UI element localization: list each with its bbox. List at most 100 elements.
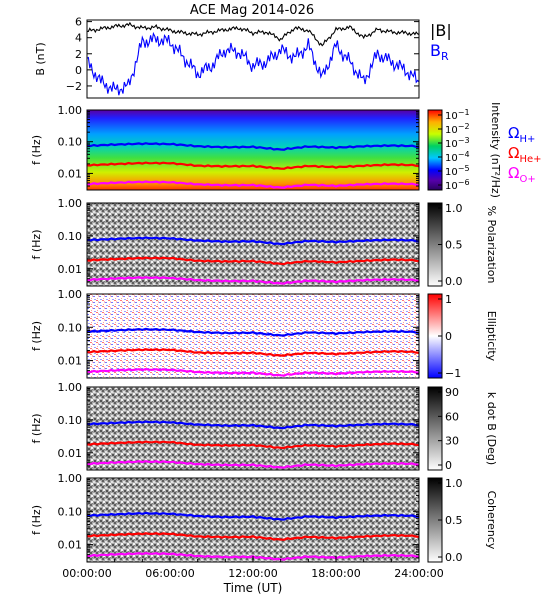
panel-power: 1.00 0.10 0.01 f (Hz) 10−110−210−310−410−510…	[30, 102, 502, 198]
ellipticity-ytick-label: 1.00	[58, 288, 83, 301]
xtick-label: 18:00:00	[311, 567, 360, 580]
power-colorbar	[427, 109, 443, 191]
power-colorbar-label: Intensity (nT²/Hz)	[489, 102, 502, 198]
legend-gyro-h-plus: ΩH+	[508, 124, 535, 145]
kdotb-colorbar-label: k dot B (Deg)	[485, 392, 498, 465]
kdotb-spectrogram-wash	[87, 387, 419, 470]
kdotb-gyro-o-plus-line	[86, 460, 420, 469]
power-colorbar-tick-label: 10−2	[445, 122, 470, 136]
xtick-label: 06:00:00	[145, 567, 194, 580]
kdotb-ytick-label: 0.01	[58, 447, 83, 460]
kdotb-ylabel: f (Hz)	[30, 414, 43, 444]
ellipticity-gyro-he-plus-line	[86, 348, 420, 357]
polarization-spectrogram-wash	[87, 203, 419, 286]
ellipticity-ytick-label: 0.01	[58, 355, 83, 368]
coherency-spectrogram-wash	[87, 478, 419, 562]
field-ylabel: B (nT)	[34, 42, 47, 75]
coherency-colorbar-tick-label: 1.0	[445, 477, 463, 490]
polarization-colorbar-tick-label: 1.0	[445, 202, 463, 215]
power-colorbar-tick-label: 10−1	[445, 108, 470, 122]
kdotb-axes-frame	[86, 386, 420, 471]
ellipticity-colorbar-label: Ellipticity	[485, 311, 498, 362]
field-ytick-label: −2	[66, 80, 82, 93]
polarization-colorbar-label: % Polarization	[485, 206, 498, 284]
legend-gyro-o-plus: ΩO+	[508, 164, 536, 185]
polarization-axes-frame	[86, 202, 420, 287]
legend-radial-field: BR	[430, 41, 449, 63]
polarization-gyro-o-plus-line	[86, 276, 420, 285]
field-axes-frame	[86, 19, 420, 99]
panel-coherency: 1.00 0.10 0.01 f (Hz) 1.0 0.5 0.0 Coherency	[30, 472, 498, 564]
power-axes-frame	[86, 109, 420, 191]
coherency-ylabel: f (Hz)	[30, 505, 43, 535]
ellipticity-colorbar-tick-label: 1	[445, 293, 452, 306]
field-ytick-label: 0	[75, 64, 82, 77]
polarization-ytick-label: 0.10	[58, 230, 83, 243]
xtick-label: 12:00:00	[228, 567, 277, 580]
coherency-gyro-h-plus-line	[86, 511, 420, 521]
power-colorbar-tick-label: 10−6	[445, 178, 470, 192]
panel-polarization: 1.00 0.10 0.01 f (Hz) 1.0 0.5 0.0 % Polarizatio…	[30, 197, 498, 288]
power-ytick-label: 0.01	[58, 167, 83, 180]
series-total-field-line	[86, 21, 420, 47]
power-ytick-label: 0.10	[58, 136, 83, 149]
field-ytick-label: 6	[75, 16, 82, 29]
panel-kdotb: 1.00 0.10 0.01 f (Hz) 90 60 30 0 k dot B (Deg)	[30, 381, 498, 472]
polarization-gyro-h-plus-line	[86, 236, 420, 246]
coherency-spectrogram	[87, 478, 419, 562]
coherency-colorbar-tick-label: 0.5	[445, 514, 463, 527]
kdotb-spectrogram	[87, 387, 419, 470]
ellipticity-axes-frame	[86, 293, 420, 379]
coherency-colorbar-tick-label: 0.0	[445, 551, 463, 564]
ellipticity-colorbar-tick-label: −1	[445, 367, 461, 380]
coherency-ytick-label: 0.01	[58, 539, 83, 552]
polarization-colorbar-tick-label: 0.0	[445, 275, 463, 288]
xtick-label: 24:00:00	[394, 567, 443, 580]
panel-field: 6 4 2 0 −2 B (nT) |B|BR	[34, 16, 452, 99]
ellipticity-colorbar-tick-label: 0	[445, 330, 452, 343]
ellipticity-spectrogram-wash	[87, 294, 419, 378]
power-colorbar-tick-label: 10−3	[445, 136, 470, 150]
coherency-gyro-he-plus-line	[86, 532, 420, 541]
coherency-colorbar-label: Coherency	[485, 491, 498, 550]
kdotb-colorbar-tick-label: 90	[445, 386, 459, 399]
power-spectrogram	[87, 110, 419, 190]
power-gyro-he-plus-line	[86, 161, 420, 170]
power-ytick-label: 1.00	[58, 104, 83, 117]
ellipticity-spectrogram	[87, 294, 419, 378]
field-ytick-label: 4	[75, 32, 82, 45]
polarization-ytick-label: 0.01	[58, 263, 83, 276]
coherency-ytick-label: 1.00	[58, 472, 83, 485]
ellipticity-gyro-h-plus-line	[86, 327, 420, 337]
power-gyro-h-plus-line	[86, 142, 420, 151]
polarization-ylabel: f (Hz)	[30, 230, 43, 260]
polarization-gyro-he-plus-line	[86, 256, 420, 266]
polarization-colorbar-tick-label: 0.5	[445, 239, 463, 252]
power-gyro-o-plus-line	[86, 180, 420, 189]
power-colorbar-tick-label: 10−4	[445, 150, 470, 164]
coherency-ytick-label: 0.10	[58, 505, 83, 518]
kdotb-colorbar-tick-label: 0	[445, 459, 452, 472]
ellipticity-ylabel: f (Hz)	[30, 321, 43, 351]
kdotb-colorbar-tick-label: 60	[445, 410, 459, 423]
kdotb-ytick-label: 1.00	[58, 381, 83, 394]
ellipticity-gyro-o-plus-line	[86, 367, 420, 377]
chart-title: ACE Mag 2014-026	[190, 3, 314, 18]
xtick-label: 00:00:00	[62, 567, 111, 580]
kdotb-ytick-label: 0.10	[58, 414, 83, 427]
series-radial-field-line	[86, 31, 420, 96]
kdotb-colorbar	[427, 386, 443, 471]
power-colorbar-tick-label: 10−5	[445, 164, 470, 178]
power-ylabel: f (Hz)	[30, 135, 43, 165]
ellipticity-ytick-label: 0.10	[58, 321, 83, 334]
kdotb-colorbar-tick-label: 30	[445, 435, 459, 448]
panel-ellipticity: 1.00 0.10 0.01 f (Hz) 1 0 −1 Ellipticity	[30, 288, 498, 380]
polarization-ytick-label: 1.00	[58, 197, 83, 210]
xaxis-label: Time (UT)	[223, 581, 283, 595]
kdotb-gyro-h-plus-line	[86, 420, 420, 430]
polarization-spectrogram	[87, 203, 419, 286]
legend-gyro-he-plus: ΩHe+	[508, 144, 542, 165]
field-ytick-label: 2	[75, 48, 82, 61]
legend-total-field: |B|	[430, 21, 452, 40]
